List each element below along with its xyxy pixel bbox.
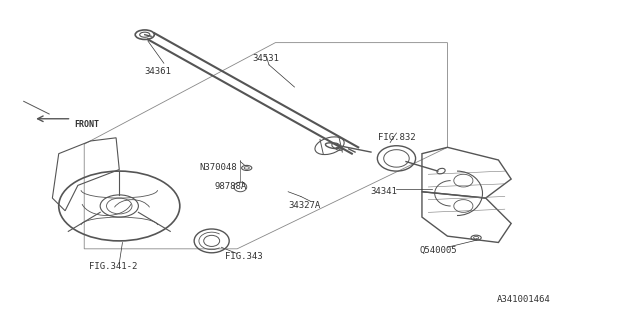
Text: 34531: 34531	[252, 54, 279, 63]
Text: N370048: N370048	[199, 164, 237, 172]
Text: 34341: 34341	[371, 187, 397, 196]
Text: 98788A: 98788A	[214, 182, 247, 191]
Text: FIG.341-2: FIG.341-2	[89, 262, 137, 271]
Text: 34327A: 34327A	[288, 202, 320, 211]
Text: FRONT: FRONT	[75, 120, 100, 129]
Text: FIG.832: FIG.832	[378, 133, 415, 142]
Text: 34361: 34361	[144, 67, 171, 76]
Text: FIG.343: FIG.343	[225, 252, 262, 261]
Text: Q540005: Q540005	[419, 246, 457, 255]
Text: A341001464: A341001464	[497, 295, 551, 304]
